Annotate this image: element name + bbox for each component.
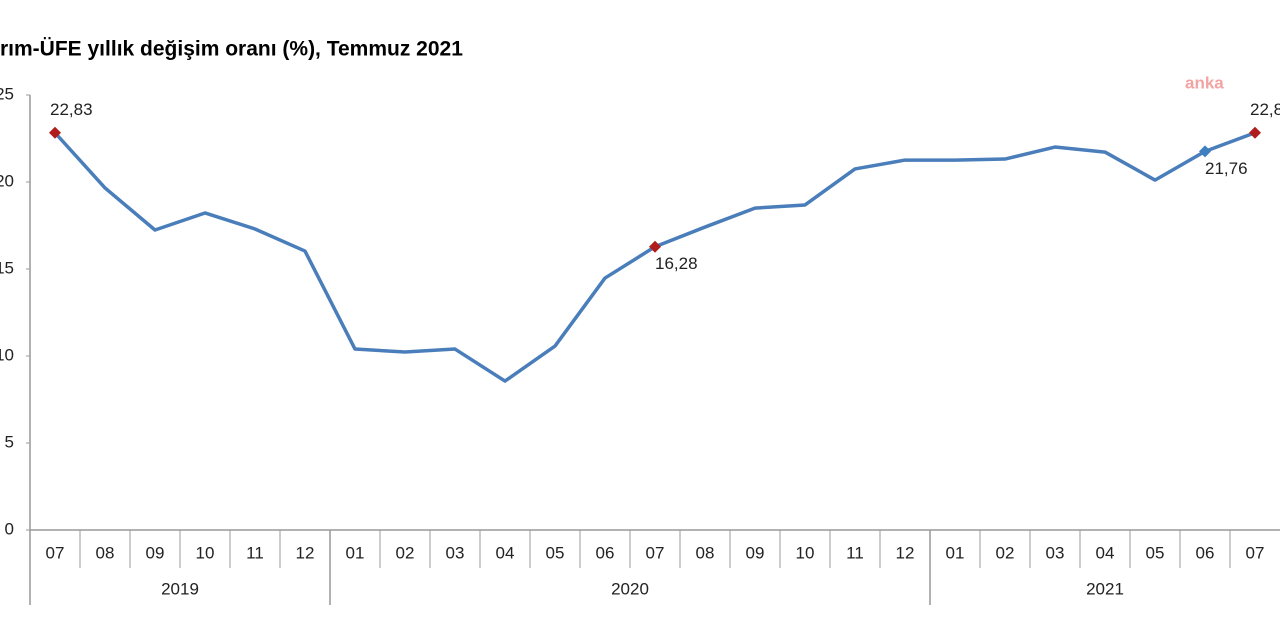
x-tick-label: 11 (246, 543, 264, 562)
x-tick-label: 04 (496, 543, 515, 562)
x-tick-label: 02 (996, 543, 1015, 562)
data-label: 16,28 (655, 254, 698, 273)
x-tick-label: 01 (946, 543, 965, 562)
x-tick-label: 06 (596, 543, 615, 562)
x-tick-label: 03 (1046, 543, 1065, 562)
y-tick-label: 15 (0, 258, 14, 277)
x-tick-label: 09 (146, 543, 165, 562)
x-tick-label: 07 (646, 543, 665, 562)
x-tick-label: 10 (196, 543, 215, 562)
data-label: 22,83 (50, 100, 93, 119)
y-tick-label: 25 (0, 84, 14, 103)
year-label: 2021 (1086, 579, 1124, 598)
x-tick-label: 12 (896, 543, 915, 562)
x-tick-label: 11 (846, 543, 864, 562)
x-tick-label: 06 (1196, 543, 1215, 562)
chart-title: rım-ÜFE yıllık değişim oranı (%), Temmuz… (0, 38, 463, 61)
x-tick-label: 07 (1246, 543, 1265, 562)
y-tick-label: 5 (5, 432, 14, 451)
x-tick-label: 05 (546, 543, 565, 562)
year-label: 2020 (611, 579, 649, 598)
y-tick-label: 20 (0, 171, 14, 190)
year-label: 2019 (161, 579, 199, 598)
x-tick-label: 05 (1146, 543, 1165, 562)
data-label: 21,76 (1205, 159, 1248, 178)
x-tick-label: 03 (446, 543, 465, 562)
x-tick-label: 09 (746, 543, 765, 562)
x-tick-label: 10 (796, 543, 815, 562)
x-tick-label: 12 (296, 543, 315, 562)
x-tick-label: 07 (46, 543, 65, 562)
x-tick-label: 04 (1096, 543, 1115, 562)
data-marker (49, 126, 61, 139)
data-marker (1249, 126, 1261, 139)
x-tick-label: 01 (346, 543, 365, 562)
data-marker (1199, 145, 1211, 158)
watermark: anka (1185, 73, 1224, 92)
y-tick-label: 10 (0, 345, 14, 364)
data-marker (649, 240, 661, 253)
x-tick-label: 08 (96, 543, 115, 562)
x-tick-label: 02 (396, 543, 415, 562)
data-label: 22,83 (1250, 100, 1280, 119)
y-tick-label: 0 (5, 519, 14, 538)
x-tick-label: 08 (696, 543, 715, 562)
